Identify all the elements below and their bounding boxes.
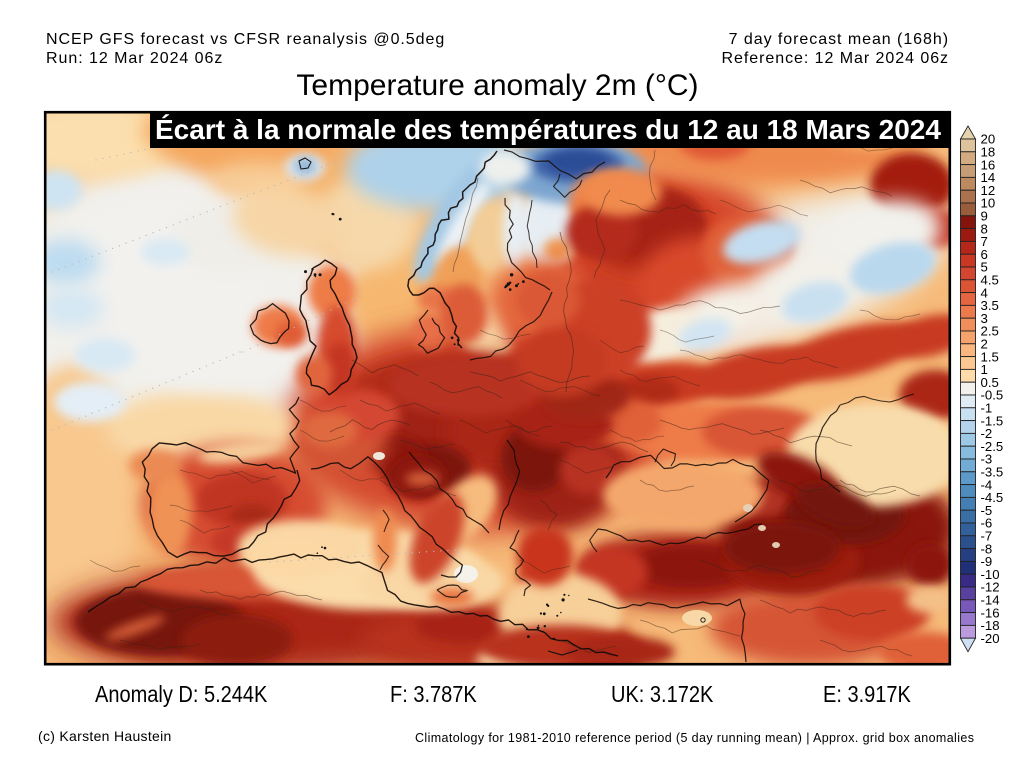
- svg-text:9: 9: [981, 209, 988, 224]
- svg-text:-6: -6: [981, 516, 993, 531]
- svg-text:-20: -20: [981, 631, 1000, 646]
- svg-text:-2: -2: [981, 426, 993, 441]
- svg-text:1: 1: [981, 362, 988, 377]
- svg-text:4: 4: [981, 285, 988, 300]
- svg-text:-18: -18: [981, 618, 1000, 633]
- svg-text:-8: -8: [981, 541, 993, 556]
- svg-text:20: 20: [981, 132, 996, 147]
- svg-text:14: 14: [981, 170, 996, 185]
- svg-text:5: 5: [981, 260, 988, 275]
- svg-text:7: 7: [981, 234, 988, 249]
- svg-text:-4.5: -4.5: [981, 490, 1004, 505]
- svg-text:-14: -14: [981, 593, 1000, 608]
- svg-text:-3.5: -3.5: [981, 465, 1004, 480]
- svg-text:-3: -3: [981, 452, 993, 467]
- svg-text:4.5: 4.5: [981, 273, 999, 288]
- svg-text:8: 8: [981, 221, 988, 236]
- svg-text:-12: -12: [981, 580, 1000, 595]
- svg-text:0.5: 0.5: [981, 375, 999, 390]
- svg-text:-7: -7: [981, 529, 993, 544]
- svg-text:3.5: 3.5: [981, 298, 999, 313]
- svg-text:12: 12: [981, 183, 996, 198]
- svg-text:10: 10: [981, 196, 996, 211]
- svg-text:-1.5: -1.5: [981, 413, 1004, 428]
- svg-text:6: 6: [981, 247, 988, 262]
- svg-text:-16: -16: [981, 605, 1000, 620]
- svg-text:3: 3: [981, 311, 988, 326]
- svg-text:-9: -9: [981, 554, 993, 569]
- svg-text:-0.5: -0.5: [981, 388, 1004, 403]
- svg-text:1.5: 1.5: [981, 349, 999, 364]
- svg-text:-10: -10: [981, 567, 1000, 582]
- svg-text:16: 16: [981, 157, 996, 172]
- svg-text:-1: -1: [981, 401, 993, 416]
- svg-text:2.5: 2.5: [981, 324, 999, 339]
- svg-text:-2.5: -2.5: [981, 439, 1004, 454]
- svg-text:-5: -5: [981, 503, 993, 518]
- svg-text:2: 2: [981, 337, 988, 352]
- svg-text:-4: -4: [981, 477, 993, 492]
- svg-text:18: 18: [981, 145, 996, 160]
